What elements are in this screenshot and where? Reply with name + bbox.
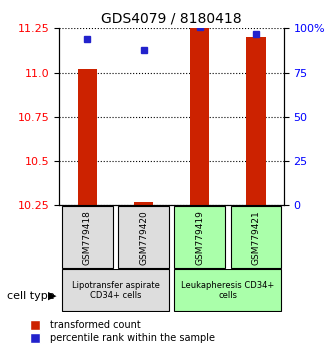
- Bar: [190, 28, 210, 205]
- FancyBboxPatch shape: [62, 206, 113, 268]
- Title: GDS4079 / 8180418: GDS4079 / 8180418: [101, 12, 242, 26]
- Text: cell type: cell type: [7, 291, 54, 301]
- Text: GSM779421: GSM779421: [251, 210, 260, 264]
- FancyBboxPatch shape: [174, 206, 225, 268]
- FancyBboxPatch shape: [118, 206, 169, 268]
- Text: GSM779419: GSM779419: [195, 210, 204, 265]
- Bar: [78, 69, 97, 205]
- Bar: [246, 37, 266, 205]
- Legend: transformed count, percentile rank within the sample: transformed count, percentile rank withi…: [21, 316, 218, 347]
- FancyBboxPatch shape: [230, 206, 281, 268]
- Text: Lipotransfer aspirate
CD34+ cells: Lipotransfer aspirate CD34+ cells: [72, 281, 159, 300]
- FancyBboxPatch shape: [174, 269, 281, 311]
- Text: GSM779418: GSM779418: [83, 210, 92, 265]
- FancyBboxPatch shape: [62, 269, 169, 311]
- Bar: [134, 202, 153, 205]
- Text: ▶: ▶: [48, 291, 56, 301]
- Text: GSM779420: GSM779420: [139, 210, 148, 264]
- Text: Leukapheresis CD34+
cells: Leukapheresis CD34+ cells: [181, 281, 274, 300]
